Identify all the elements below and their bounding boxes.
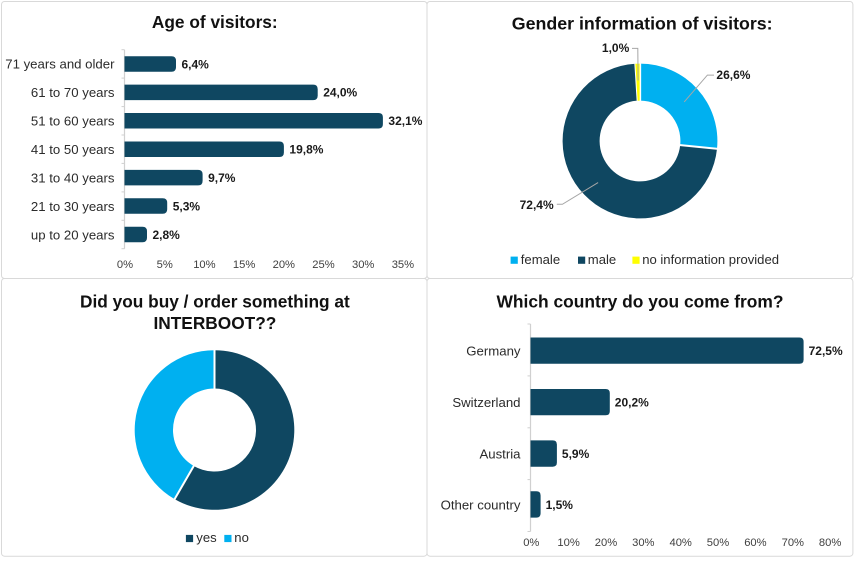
svg-text:0%: 0% — [117, 259, 133, 271]
svg-text:72,5%: 72,5% — [809, 344, 843, 358]
svg-text:Age of visitors:: Age of visitors: — [152, 12, 278, 32]
svg-text:60%: 60% — [744, 537, 766, 549]
svg-text:35%: 35% — [392, 259, 414, 271]
svg-text:1,0%: 1,0% — [602, 41, 630, 55]
svg-text:1,5%: 1,5% — [546, 498, 574, 512]
svg-text:15%: 15% — [233, 259, 255, 271]
svg-text:yes: yes — [196, 530, 217, 545]
svg-text:50%: 50% — [707, 537, 729, 549]
svg-text:Switzerland: Switzerland — [452, 395, 520, 410]
svg-text:41 to 50 years: 41 to 50 years — [31, 142, 115, 157]
svg-text:no: no — [234, 530, 249, 545]
svg-text:up to 20 years: up to 20 years — [31, 227, 115, 242]
svg-text:2,8%: 2,8% — [153, 228, 181, 242]
svg-text:25%: 25% — [312, 259, 334, 271]
svg-text:20,2%: 20,2% — [615, 396, 649, 410]
svg-text:24,0%: 24,0% — [323, 86, 357, 100]
svg-text:21 to 30 years: 21 to 30 years — [31, 199, 115, 214]
svg-text:5,9%: 5,9% — [562, 447, 590, 461]
svg-text:70%: 70% — [782, 537, 804, 549]
svg-text:9,7%: 9,7% — [208, 171, 236, 185]
svg-text:Germany: Germany — [466, 344, 521, 359]
svg-text:5%: 5% — [157, 259, 173, 271]
svg-text:30%: 30% — [632, 537, 654, 549]
svg-text:20%: 20% — [595, 537, 617, 549]
svg-text:40%: 40% — [669, 537, 691, 549]
svg-text:72,4%: 72,4% — [520, 198, 554, 212]
svg-text:0%: 0% — [523, 537, 539, 549]
svg-text:80%: 80% — [819, 537, 841, 549]
svg-text:female: female — [521, 252, 560, 267]
svg-text:51 to 60 years: 51 to 60 years — [31, 114, 115, 129]
svg-text:20%: 20% — [273, 259, 295, 271]
svg-text:Other country: Other country — [441, 497, 521, 512]
svg-text:Gender information of visitors: Gender information of visitors: — [512, 13, 773, 33]
svg-text:male: male — [588, 252, 616, 267]
svg-text:INTERBOOT??: INTERBOOT?? — [153, 313, 276, 333]
svg-text:30%: 30% — [352, 259, 374, 271]
svg-text:no information provided: no information provided — [642, 252, 779, 267]
svg-text:19,8%: 19,8% — [289, 143, 323, 157]
svg-text:10%: 10% — [557, 537, 579, 549]
svg-text:Austria: Austria — [479, 447, 521, 462]
svg-text:32,1%: 32,1% — [388, 114, 422, 128]
svg-text:Did you buy / order something: Did you buy / order something at — [80, 292, 350, 312]
svg-text:Which country do you come from: Which country do you come from? — [497, 292, 784, 312]
svg-text:31 to 40 years: 31 to 40 years — [31, 170, 115, 185]
svg-text:6,4%: 6,4% — [182, 57, 210, 71]
svg-text:26,6%: 26,6% — [716, 68, 750, 82]
svg-text:5,3%: 5,3% — [173, 200, 201, 214]
svg-text:61 to 70 years: 61 to 70 years — [31, 85, 115, 100]
svg-text:10%: 10% — [193, 259, 215, 271]
svg-text:71 years and older: 71 years and older — [5, 57, 115, 72]
